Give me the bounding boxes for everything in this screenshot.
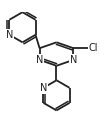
Text: N: N <box>39 83 47 93</box>
Text: N: N <box>6 30 13 40</box>
Text: Cl: Cl <box>88 43 97 53</box>
Text: N: N <box>69 55 76 65</box>
Text: N: N <box>36 55 43 65</box>
